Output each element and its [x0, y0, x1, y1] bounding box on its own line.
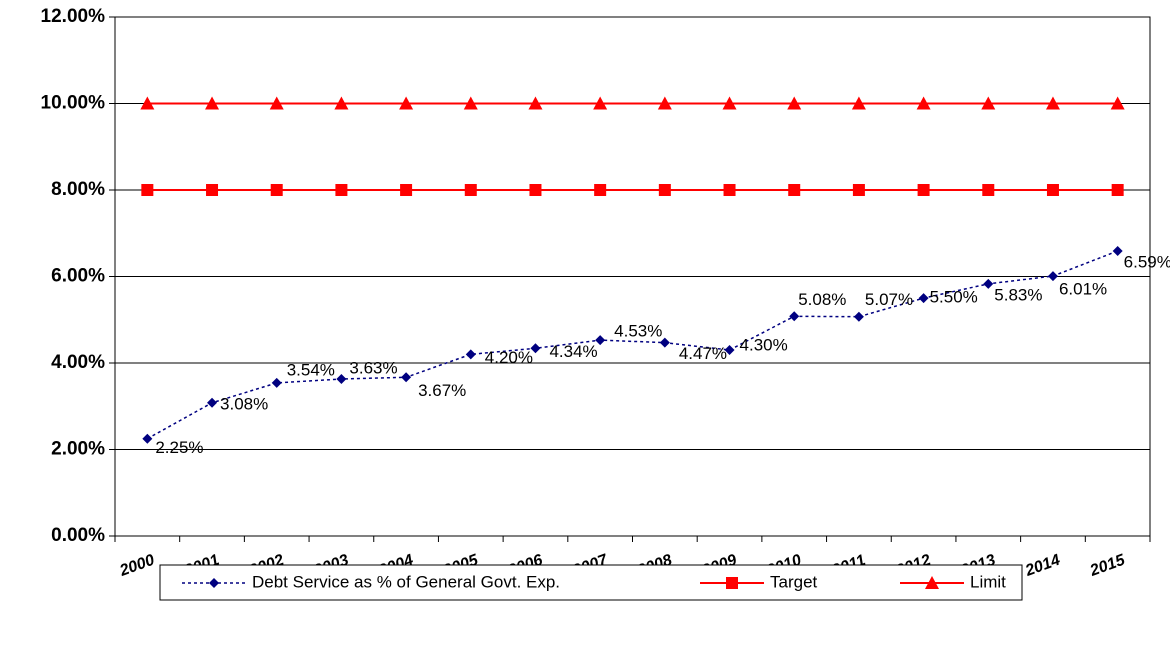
data-point — [853, 311, 864, 322]
legend-marker — [209, 578, 219, 588]
data-label: 4.20% — [485, 348, 533, 367]
data-point — [658, 184, 671, 196]
data-point — [981, 96, 996, 110]
data-point — [335, 184, 348, 196]
data-point — [918, 293, 929, 304]
data-point — [400, 184, 413, 196]
legend-box — [159, 564, 1023, 601]
data-point — [983, 278, 994, 289]
data-point — [851, 96, 866, 110]
series-line — [146, 250, 1118, 440]
data-point — [207, 397, 218, 408]
data-label: 3.08% — [220, 394, 268, 413]
y-tick-label: 8.00% — [51, 179, 105, 200]
x-tick-label: 2014 — [1022, 552, 1062, 581]
data-point — [529, 184, 542, 196]
data-point — [594, 184, 607, 196]
data-point — [465, 349, 476, 360]
data-point — [334, 96, 349, 110]
legend-label: Target — [770, 572, 818, 591]
data-point — [140, 96, 155, 110]
y-tick-label: 10.00% — [41, 93, 106, 114]
data-point — [463, 96, 478, 110]
data-point — [788, 184, 801, 196]
data-point — [657, 96, 672, 110]
data-point — [1110, 96, 1125, 110]
data-label: 5.50% — [930, 288, 978, 307]
y-tick-label: 6.00% — [51, 266, 105, 287]
data-point — [142, 433, 153, 444]
data-label: 5.08% — [798, 290, 846, 309]
data-label: 5.83% — [994, 285, 1042, 304]
data-point — [1046, 184, 1059, 196]
y-tick-label: 12.00% — [41, 6, 106, 27]
data-point — [917, 184, 930, 196]
x-tick-label: 2000 — [117, 552, 157, 581]
data-point — [528, 96, 543, 110]
data-label: 3.54% — [287, 360, 335, 379]
data-point — [401, 372, 412, 383]
legend-marker — [726, 577, 738, 589]
data-point — [724, 345, 735, 356]
data-point — [659, 337, 670, 348]
data-point — [205, 96, 220, 110]
data-point — [270, 184, 283, 196]
data-point — [1047, 271, 1058, 282]
data-point — [787, 96, 802, 110]
data-point — [530, 343, 541, 354]
legend-marker — [925, 576, 939, 589]
data-label: 6.01% — [1059, 280, 1107, 299]
data-label: 3.67% — [418, 381, 466, 400]
data-label: 2.25% — [155, 438, 203, 457]
data-point — [722, 96, 737, 110]
data-point — [982, 184, 995, 196]
data-point — [916, 96, 931, 110]
data-point — [206, 184, 219, 196]
data-label: 4.34% — [549, 342, 597, 361]
data-point — [464, 184, 477, 196]
data-label: 4.30% — [740, 336, 788, 355]
data-point — [789, 311, 800, 322]
data-point — [1045, 96, 1060, 110]
data-point — [852, 184, 865, 196]
data-label: 5.07% — [865, 290, 913, 309]
legend-label: Debt Service as % of General Govt. Exp. — [252, 572, 560, 591]
data-label: 4.47% — [679, 344, 727, 363]
data-point — [336, 374, 347, 385]
data-point — [269, 96, 284, 110]
data-point — [141, 184, 154, 196]
data-label: 3.63% — [349, 358, 397, 377]
data-point — [271, 377, 282, 388]
data-point — [1111, 184, 1124, 196]
x-tick-label: 2015 — [1087, 551, 1128, 580]
data-point — [593, 96, 608, 110]
y-tick-label: 4.00% — [51, 352, 105, 373]
data-point — [399, 96, 414, 110]
legend-label: Limit — [970, 572, 1006, 591]
data-point — [595, 335, 606, 346]
data-point — [1112, 245, 1123, 256]
data-point — [723, 184, 736, 196]
data-label: 4.53% — [614, 322, 662, 341]
data-label: 6.59% — [1124, 252, 1170, 271]
y-tick-label: 2.00% — [51, 439, 105, 460]
y-tick-label: 0.00% — [51, 525, 105, 546]
